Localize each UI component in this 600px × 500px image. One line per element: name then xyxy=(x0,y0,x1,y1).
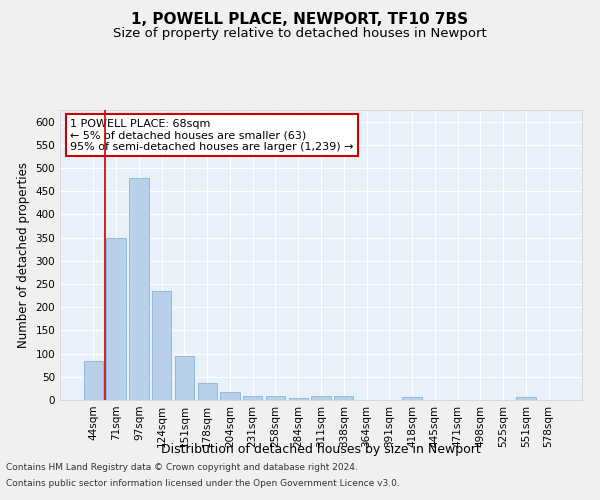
Text: Contains public sector information licensed under the Open Government Licence v3: Contains public sector information licen… xyxy=(6,478,400,488)
Bar xyxy=(129,178,149,400)
Bar xyxy=(516,397,536,400)
Bar xyxy=(403,397,422,400)
Bar xyxy=(220,392,239,400)
Text: Distribution of detached houses by size in Newport: Distribution of detached houses by size … xyxy=(161,442,481,456)
Bar xyxy=(289,398,308,400)
Bar xyxy=(84,362,103,400)
Bar xyxy=(197,383,217,400)
Bar xyxy=(334,396,353,400)
Bar xyxy=(175,356,194,400)
Bar xyxy=(243,396,262,400)
Text: Size of property relative to detached houses in Newport: Size of property relative to detached ho… xyxy=(113,28,487,40)
Text: 1 POWELL PLACE: 68sqm
← 5% of detached houses are smaller (63)
95% of semi-detac: 1 POWELL PLACE: 68sqm ← 5% of detached h… xyxy=(70,118,354,152)
Bar xyxy=(106,238,126,400)
Y-axis label: Number of detached properties: Number of detached properties xyxy=(17,162,30,348)
Bar xyxy=(266,396,285,400)
Text: 1, POWELL PLACE, NEWPORT, TF10 7BS: 1, POWELL PLACE, NEWPORT, TF10 7BS xyxy=(131,12,469,28)
Bar xyxy=(152,291,172,400)
Bar xyxy=(311,396,331,400)
Text: Contains HM Land Registry data © Crown copyright and database right 2024.: Contains HM Land Registry data © Crown c… xyxy=(6,464,358,472)
